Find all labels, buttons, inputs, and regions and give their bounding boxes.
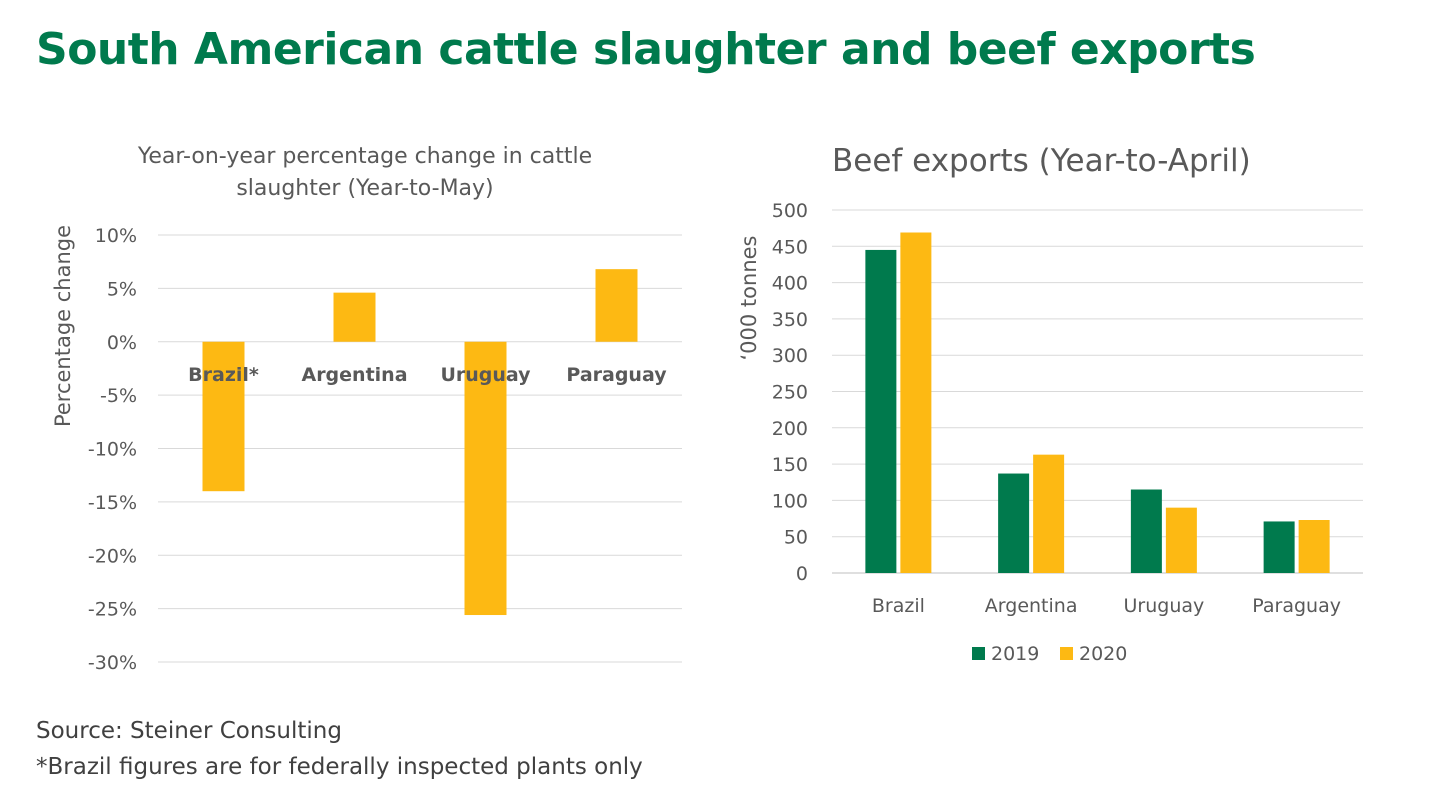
- source-text: Source: Steiner Consulting: [36, 718, 342, 744]
- chart2-y-tick-label: 300: [772, 345, 808, 367]
- chart2-legend-swatch: [972, 647, 985, 660]
- chart2-category-label: Paraguay: [1252, 595, 1341, 617]
- chart1-category-label: Paraguay: [566, 364, 667, 386]
- chart2-category-label: Brazil: [872, 595, 925, 617]
- chart1-y-tick-label: 10%: [95, 225, 137, 247]
- chart2-y-tick-label: 100: [772, 490, 808, 512]
- chart2-bar: [998, 473, 1030, 573]
- chart2-bar: [1165, 507, 1197, 573]
- chart2-y-tick-label: 500: [772, 200, 808, 222]
- chart2-title: Beef exports (Year-to-April): [832, 143, 1251, 179]
- chart1-bar: [464, 341, 507, 616]
- chart2-category-label: Argentina: [985, 595, 1078, 617]
- chart1-bar: [202, 341, 245, 492]
- chart1-y-tick-label: -30%: [88, 652, 137, 674]
- chart2-legend-label: 2020: [1079, 643, 1127, 665]
- chart1-y-tick-label: -20%: [88, 545, 137, 567]
- chart1-y-tick-label: -25%: [88, 599, 137, 621]
- page-title: South American cattle slaughter and beef…: [36, 24, 1256, 75]
- chart1-category-label: Argentina: [301, 364, 407, 386]
- chart2-y-tick-label: 450: [772, 236, 808, 258]
- chart1-category-label: Uruguay: [440, 364, 531, 386]
- chart1-y-tick-label: -5%: [100, 385, 137, 407]
- chart2-bar: [1263, 521, 1295, 573]
- chart1-bar: [595, 269, 638, 342]
- chart1-title-line: Year-on-year percentage change in cattle: [137, 144, 592, 169]
- chart2-y-tick-label: 150: [772, 454, 808, 476]
- chart2-y-tick-label: 250: [772, 382, 808, 404]
- slaughter-change-chart: Year-on-year percentage change in cattle…: [51, 144, 682, 674]
- chart1-y-tick-label: -10%: [88, 439, 137, 461]
- chart2-y-axis-label: ‘000 tonnes: [737, 236, 761, 361]
- chart2-category-label: Uruguay: [1124, 595, 1205, 617]
- chart2-bar: [1033, 454, 1065, 573]
- chart1-y-tick-label: -15%: [88, 492, 137, 514]
- chart2-bar: [1298, 520, 1330, 573]
- chart2-legend-label: 2019: [991, 643, 1039, 665]
- chart1-bar: [333, 292, 376, 342]
- chart1-y-tick-label: 0%: [107, 332, 137, 354]
- chart2-y-tick-label: 400: [772, 273, 808, 295]
- beef-exports-chart: Beef exports (Year-to-April) ‘000 tonnes 0…: [737, 143, 1363, 665]
- chart2-y-tick-label: 0: [796, 563, 808, 585]
- chart2-bar: [865, 249, 897, 573]
- chart1-title-line: slaughter (Year-to-May): [236, 176, 493, 201]
- chart2-bar: [900, 232, 932, 574]
- chart1-category-label: Brazil*: [188, 364, 259, 386]
- chart2-y-tick-label: 50: [784, 527, 808, 549]
- chart2-legend-swatch: [1060, 647, 1073, 660]
- footnote-text: *Brazil figures are for federally inspec…: [36, 754, 643, 780]
- chart2-y-tick-label: 350: [772, 309, 808, 331]
- chart2-y-tick-label: 200: [772, 418, 808, 440]
- chart1-y-axis-label: Percentage change: [51, 225, 75, 427]
- source-notes: Source: Steiner Consulting *Brazil figur…: [36, 713, 643, 785]
- chart1-y-tick-label: 5%: [107, 278, 137, 300]
- chart2-bar: [1130, 489, 1162, 573]
